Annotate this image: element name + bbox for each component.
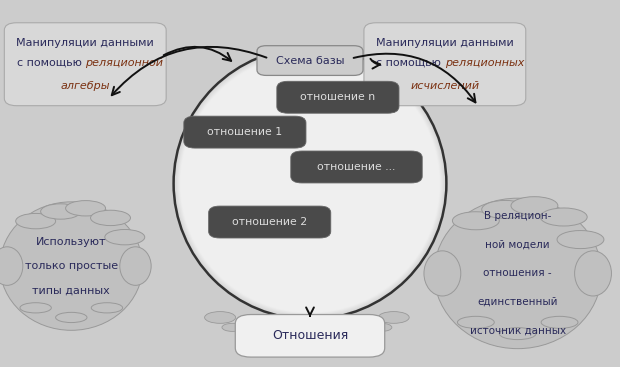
Ellipse shape bbox=[174, 48, 446, 319]
Ellipse shape bbox=[174, 48, 446, 319]
Text: отношение ...: отношение ... bbox=[317, 162, 396, 172]
Ellipse shape bbox=[180, 54, 440, 313]
Text: алгебры: алгебры bbox=[61, 81, 110, 91]
Ellipse shape bbox=[177, 51, 443, 316]
Ellipse shape bbox=[179, 52, 441, 315]
Text: реляционной: реляционной bbox=[86, 58, 163, 68]
FancyBboxPatch shape bbox=[277, 81, 399, 113]
Ellipse shape bbox=[0, 247, 23, 286]
Text: В реляцион-: В реляцион- bbox=[484, 211, 551, 221]
Text: с помощью: с помощью bbox=[376, 58, 445, 68]
Ellipse shape bbox=[180, 54, 440, 313]
Ellipse shape bbox=[177, 51, 443, 316]
Ellipse shape bbox=[174, 48, 446, 319]
Text: типы данных: типы данных bbox=[32, 286, 110, 295]
Ellipse shape bbox=[120, 247, 151, 286]
Ellipse shape bbox=[482, 200, 529, 218]
Ellipse shape bbox=[16, 214, 56, 229]
Ellipse shape bbox=[434, 198, 601, 349]
FancyBboxPatch shape bbox=[184, 116, 306, 148]
FancyBboxPatch shape bbox=[208, 206, 331, 238]
Ellipse shape bbox=[66, 201, 105, 216]
Ellipse shape bbox=[41, 204, 81, 219]
Ellipse shape bbox=[177, 51, 443, 316]
Ellipse shape bbox=[179, 53, 441, 314]
Ellipse shape bbox=[174, 48, 446, 319]
Ellipse shape bbox=[20, 303, 51, 313]
FancyBboxPatch shape bbox=[364, 23, 526, 106]
Text: Схема базы: Схема базы bbox=[276, 55, 344, 66]
Ellipse shape bbox=[557, 230, 604, 248]
Ellipse shape bbox=[222, 323, 243, 331]
Ellipse shape bbox=[174, 48, 446, 319]
Ellipse shape bbox=[91, 210, 130, 226]
Text: отношение 2: отношение 2 bbox=[232, 217, 308, 227]
Ellipse shape bbox=[176, 50, 444, 317]
Text: Отношения: Отношения bbox=[272, 329, 348, 342]
Ellipse shape bbox=[179, 53, 441, 314]
Ellipse shape bbox=[91, 303, 123, 313]
Text: Используют: Используют bbox=[36, 237, 107, 247]
Ellipse shape bbox=[175, 50, 445, 317]
Text: отношения -: отношения - bbox=[484, 268, 552, 279]
Text: исчислений: исчислений bbox=[410, 81, 479, 91]
Ellipse shape bbox=[378, 312, 409, 323]
Ellipse shape bbox=[105, 229, 144, 245]
FancyBboxPatch shape bbox=[4, 23, 166, 106]
Text: Манипуляции данными: Манипуляции данными bbox=[16, 38, 154, 48]
Text: реляционных: реляционных bbox=[445, 58, 525, 68]
Ellipse shape bbox=[458, 316, 494, 328]
Text: единственный: единственный bbox=[477, 297, 558, 307]
Ellipse shape bbox=[575, 251, 611, 296]
Ellipse shape bbox=[179, 53, 441, 314]
Text: Манипуляции данными: Манипуляции данными bbox=[376, 38, 514, 48]
Ellipse shape bbox=[56, 312, 87, 323]
Ellipse shape bbox=[175, 49, 445, 318]
Ellipse shape bbox=[424, 251, 461, 296]
Ellipse shape bbox=[180, 54, 440, 313]
Ellipse shape bbox=[0, 202, 143, 330]
Text: только простые: только простые bbox=[25, 261, 118, 271]
Ellipse shape bbox=[175, 49, 445, 318]
Ellipse shape bbox=[178, 52, 442, 315]
Text: отношение n: отношение n bbox=[300, 92, 376, 102]
Ellipse shape bbox=[540, 208, 587, 226]
Ellipse shape bbox=[176, 50, 444, 317]
Ellipse shape bbox=[177, 51, 443, 316]
Ellipse shape bbox=[371, 323, 392, 331]
FancyBboxPatch shape bbox=[291, 151, 422, 183]
Ellipse shape bbox=[180, 54, 440, 313]
Ellipse shape bbox=[453, 212, 499, 230]
Ellipse shape bbox=[176, 50, 444, 317]
Text: с помощью: с помощью bbox=[17, 58, 86, 68]
Ellipse shape bbox=[179, 53, 441, 314]
Ellipse shape bbox=[175, 49, 445, 318]
Ellipse shape bbox=[541, 316, 578, 328]
Text: источник данных: источник данных bbox=[469, 326, 566, 335]
Ellipse shape bbox=[178, 52, 442, 315]
FancyBboxPatch shape bbox=[257, 46, 363, 76]
Ellipse shape bbox=[205, 312, 236, 323]
Ellipse shape bbox=[499, 328, 536, 339]
Ellipse shape bbox=[175, 50, 445, 317]
Ellipse shape bbox=[511, 197, 558, 215]
FancyBboxPatch shape bbox=[236, 315, 384, 357]
Text: отношение 1: отношение 1 bbox=[207, 127, 283, 137]
Ellipse shape bbox=[177, 51, 443, 316]
Ellipse shape bbox=[178, 52, 442, 315]
Text: ной модели: ной модели bbox=[485, 240, 550, 250]
